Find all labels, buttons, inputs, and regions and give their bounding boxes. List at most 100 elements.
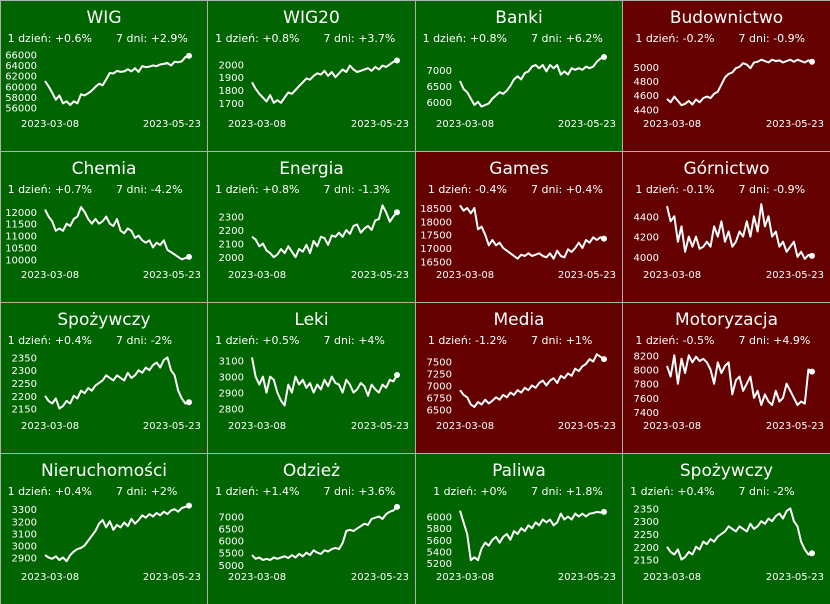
change-1d-label: 1 dzień: +0%: [433, 485, 507, 498]
change-7d-label: 7 dni: +3.6%: [324, 485, 396, 498]
chart-panel: Chemia 1 dzień: +0.7% 7 dni: -4.2% 10000 105…: [1, 152, 207, 302]
last-point-marker: [809, 368, 815, 375]
chart-panel: Motoryzacja 1 dzień: -0.5% 7 dni: +4.9% 740…: [623, 303, 830, 453]
y-tick-label: 7800: [634, 380, 659, 391]
y-tick-label: 16500: [420, 257, 452, 268]
y-tick-label: 6500: [427, 405, 452, 416]
last-point-marker: [394, 209, 400, 216]
last-point-marker: [394, 57, 400, 64]
x-start-label: 2023-03-08: [21, 119, 79, 130]
y-tick-label: 60000: [5, 82, 37, 93]
y-tick-label: 18500: [420, 204, 452, 215]
x-start-label: 2023-03-08: [21, 270, 79, 281]
change-1d-label: 1 dzień: -0.4%: [428, 183, 507, 196]
x-end-label: 2023-05-23: [766, 572, 824, 583]
y-tick-label: 18000: [420, 217, 452, 228]
chart-panel: Spożywczy 1 dzień: +0.4% 7 dni: -2% 2150 220…: [1, 303, 207, 453]
y-tick-label: 2250: [634, 530, 659, 541]
change-7d-label: 7 dni: +6.2%: [531, 32, 603, 45]
series-line: [251, 506, 398, 561]
x-end-label: 2023-05-23: [351, 421, 409, 432]
series-line: [251, 59, 398, 104]
chart-title: Chemia: [72, 159, 137, 179]
chart-panel: WIG20 1 dzień: +0.8% 7 dni: +3.7% 1700 1800 1…: [208, 1, 415, 151]
y-tick-label: 17000: [420, 244, 452, 255]
last-point-marker: [186, 52, 192, 59]
series-line: [459, 204, 605, 260]
x-end-label: 2023-05-23: [143, 270, 201, 281]
y-tick-label: 6750: [427, 393, 452, 404]
y-tick-label: 5400: [427, 547, 452, 558]
chart-panel: Paliwa 1 dzień: +0% 7 dni: +1.8% 5200 5400 56…: [416, 454, 622, 604]
x-start-label: 2023-03-08: [643, 270, 701, 281]
change-1d-label: 1 dzień: +0.8%: [215, 183, 299, 196]
last-point-marker: [601, 54, 607, 60]
change-7d-label: 7 dni: +1%: [531, 334, 592, 347]
chart-panel: Banki 1 dzień: +0.8% 7 dni: +6.2% 6000 6500 7…: [416, 1, 622, 151]
chart-panel: WIG 1 dzień: +0.6% 7 dni: +2.9% 56000 58000 6…: [1, 1, 207, 151]
change-1d-label: 1 dzień: -0.2%: [635, 32, 714, 45]
change-7d-label: 7 dni: +2%: [116, 485, 177, 498]
last-point-marker: [394, 503, 400, 510]
change-7d-label: 7 dni: -2%: [116, 334, 172, 347]
chart-svg: Górnictwo 1 dzień: -0.1% 7 dni: -0.9% 4000 4…: [634, 159, 824, 281]
y-tick-label: 2150: [12, 405, 37, 416]
last-point-marker: [601, 508, 607, 515]
chart-panel: Budownictwo 1 dzień: -0.2% 7 dni: -0.9% 440…: [623, 1, 830, 151]
y-tick-label: 4600: [634, 91, 659, 102]
change-1d-label: 1 dzień: +0.6%: [8, 32, 92, 45]
x-start-label: 2023-03-08: [228, 119, 286, 130]
x-start-label: 2023-03-08: [21, 572, 79, 583]
x-end-label: 2023-05-23: [558, 119, 616, 130]
x-end-label: 2023-05-23: [766, 119, 824, 130]
change-1d-label: 1 dzień: -0.5%: [635, 334, 714, 347]
y-tick-label: 4200: [634, 233, 659, 244]
series-line: [459, 353, 605, 408]
chart-title: Górnictwo: [683, 159, 769, 179]
change-1d-label: 1 dzień: +0.4%: [8, 485, 92, 498]
x-start-label: 2023-03-08: [643, 572, 701, 583]
y-tick-label: 2000: [219, 60, 244, 71]
series-line: [666, 354, 813, 406]
y-tick-label: 64000: [5, 61, 37, 72]
x-start-label: 2023-03-08: [643, 421, 701, 432]
series-line: [666, 507, 813, 561]
series-line: [44, 356, 190, 410]
y-tick-label: 2800: [219, 405, 244, 416]
chart-panel: Odzież 1 dzień: +1.4% 7 dni: +3.6% 5000 5500…: [208, 454, 415, 604]
last-point-marker: [809, 550, 815, 557]
chart-panel: Leki 1 dzień: +0.5% 7 dni: +4% 2800 2900 3000…: [208, 303, 415, 453]
y-tick-label: 58000: [5, 93, 37, 104]
chart-title: Paliwa: [492, 461, 546, 481]
y-tick-label: 1900: [219, 73, 244, 84]
chart-panel: Spożywczy 1 dzień: +0.4% 7 dni: -2% 2150 220…: [623, 454, 830, 604]
y-tick-label: 3100: [12, 529, 37, 540]
chart-title: Banki: [495, 8, 542, 28]
last-point-marker: [394, 372, 400, 378]
change-1d-label: 1 dzień: +0.7%: [8, 183, 92, 196]
x-end-label: 2023-05-23: [558, 572, 616, 583]
y-tick-label: 2250: [12, 379, 37, 390]
series-line: [459, 510, 605, 562]
x-end-label: 2023-05-23: [351, 572, 409, 583]
y-tick-label: 2900: [219, 389, 244, 400]
chart-panel: Energia 1 dzień: +0.8% 7 dni: -1.3% 2000 210…: [208, 152, 415, 302]
y-tick-label: 3000: [219, 373, 244, 384]
x-end-label: 2023-05-23: [143, 119, 201, 130]
change-7d-label: 7 dni: +2.9%: [116, 32, 188, 45]
chart-title: Spożywczy: [57, 310, 150, 330]
chart-svg: Media 1 dzień: -1.2% 7 dni: +1% 65006750700…: [427, 310, 616, 432]
chart-svg: Spożywczy 1 dzień: +0.4% 7 dni: -2% 2150 220…: [8, 310, 201, 432]
x-start-label: 2023-03-08: [643, 119, 701, 130]
change-7d-label: 7 dni: -4.2%: [116, 183, 183, 196]
chart-title: Odzież: [283, 461, 340, 481]
change-7d-label: 7 dni: +1.8%: [531, 485, 603, 498]
y-tick-label: 2100: [219, 240, 244, 251]
change-7d-label: 7 dni: +0.4%: [531, 183, 603, 196]
chart-svg: Odzież 1 dzień: +1.4% 7 dni: +3.6% 50005500…: [215, 461, 409, 583]
x-start-label: 2023-03-08: [228, 421, 286, 432]
change-7d-label: 7 dni: -2%: [739, 485, 795, 498]
series-line: [251, 204, 398, 259]
change-1d-label: 1 dzień: +0.8%: [423, 32, 507, 45]
